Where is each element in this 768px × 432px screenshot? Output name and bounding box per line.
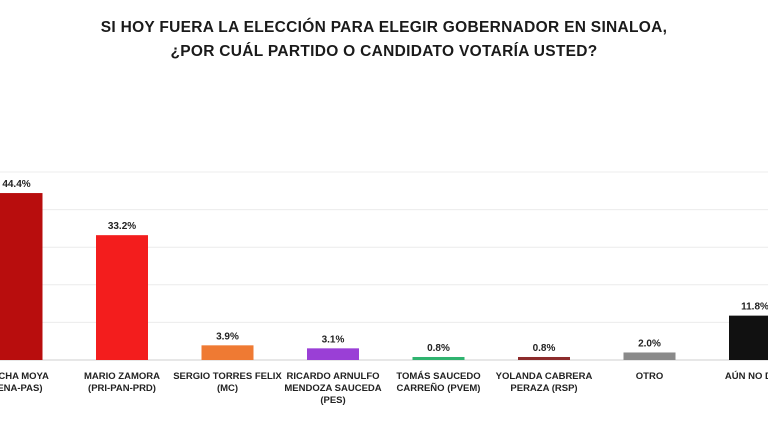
value-label-4: 0.8% bbox=[427, 343, 450, 354]
bar-1 bbox=[96, 235, 148, 360]
category-label-3-line-0: RICARDO ARNULFO bbox=[286, 371, 380, 382]
category-label-4-line-1: CARREÑO (PVEM) bbox=[396, 383, 481, 394]
category-label-3-line-1: MENDOZA SAUCEDA bbox=[284, 383, 382, 394]
chart-title-line-2: ¿POR CUÁL PARTIDO O CANDIDATO VOTARÍA US… bbox=[170, 43, 598, 60]
category-label-2-line-0: SERGIO TORRES FELIX bbox=[173, 371, 282, 382]
category-label-4-line-0: TOMÁS SAUCEDO bbox=[396, 371, 481, 382]
category-label-0-line-1: RENA-PAS) bbox=[0, 383, 43, 394]
value-label-1: 33.2% bbox=[108, 221, 136, 232]
value-label-5: 0.8% bbox=[533, 343, 556, 354]
value-label-6: 2.0% bbox=[638, 338, 661, 349]
category-label-5-line-0: YOLANDA CABRERA bbox=[495, 371, 593, 382]
bar-7 bbox=[729, 315, 768, 360]
value-labels: 44.4% 33.2% 3.9% 3.1% 0.8% 0.8% 2.0% 11.8% bbox=[2, 179, 768, 354]
value-label-2: 3.9% bbox=[216, 331, 239, 342]
category-label-7-line-0: AÚN NO DEC bbox=[724, 371, 768, 382]
category-label-6: OTRO bbox=[594, 371, 706, 383]
category-label-2: SERGIO TORRES FELIX (MC) bbox=[172, 371, 284, 395]
value-label-7: 11.8% bbox=[741, 302, 768, 313]
bars bbox=[0, 193, 768, 360]
category-label-0: ROCHA MOYARENA-PAS) bbox=[0, 371, 73, 395]
bar-6 bbox=[623, 352, 676, 360]
bar-2 bbox=[201, 345, 254, 360]
bar-3 bbox=[307, 348, 359, 360]
category-label-7: AÚN NO DEC bbox=[699, 371, 768, 383]
value-label-3: 3.1% bbox=[322, 334, 345, 345]
category-label-4: TOMÁS SAUCEDO CARREÑO (PVEM) bbox=[383, 371, 495, 395]
chart-title-line-1: SI HOY FUERA LA ELECCIÓN PARA ELEGIR GOB… bbox=[100, 19, 668, 36]
category-label-5-line-1: PERAZA (RSP) bbox=[510, 383, 578, 394]
bar-5 bbox=[518, 356, 570, 360]
value-label-0: 44.4% bbox=[2, 179, 30, 190]
category-label-2-line-1: (MC) bbox=[216, 383, 239, 394]
category-label-0-line-0: ROCHA MOYA bbox=[0, 371, 49, 382]
category-label-1: MARIO ZAMORA (PRI-PAN-PRD) bbox=[66, 371, 178, 395]
category-label-3-line-2: (PES) bbox=[320, 395, 346, 406]
chart-title: SI HOY FUERA LA ELECCIÓN PARA ELEGIR GOB… bbox=[0, 16, 768, 64]
category-label-3: RICARDO ARNULFO MENDOZA SAUCEDA (PES) bbox=[277, 371, 389, 407]
category-label-1-line-0: MARIO ZAMORA bbox=[84, 371, 160, 382]
bar-0 bbox=[0, 193, 43, 360]
category-label-6-line-0: OTRO bbox=[635, 371, 664, 382]
bar-4 bbox=[412, 356, 465, 360]
category-label-5: YOLANDA CABRERA PERAZA (RSP) bbox=[488, 371, 600, 395]
category-label-1-line-1: (PRI-PAN-PRD) bbox=[88, 383, 156, 394]
